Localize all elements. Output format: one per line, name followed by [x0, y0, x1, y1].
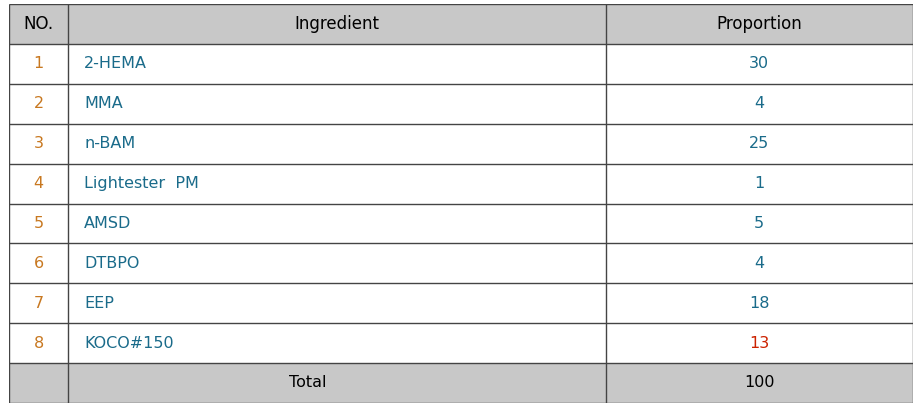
Text: EEP: EEP — [84, 296, 114, 311]
Bar — [9, 4, 913, 44]
Text: Total: Total — [289, 376, 326, 390]
Text: 6: 6 — [33, 256, 43, 271]
Bar — [9, 124, 913, 164]
Bar — [9, 84, 913, 124]
Text: 4: 4 — [754, 96, 764, 111]
Text: MMA: MMA — [84, 96, 123, 111]
Bar — [9, 44, 913, 84]
Text: 18: 18 — [749, 296, 770, 311]
Text: 2: 2 — [33, 96, 43, 111]
Bar — [9, 363, 913, 403]
Text: 1: 1 — [33, 57, 43, 71]
Text: 1: 1 — [754, 176, 764, 191]
Bar — [9, 243, 913, 283]
Bar — [9, 323, 913, 363]
Text: Proportion: Proportion — [716, 15, 802, 33]
Text: 8: 8 — [33, 336, 43, 350]
Text: 4: 4 — [33, 176, 43, 191]
Text: 3: 3 — [33, 136, 43, 151]
Text: 7: 7 — [33, 296, 43, 311]
Bar — [9, 204, 913, 243]
Text: 2-HEMA: 2-HEMA — [84, 57, 148, 71]
Text: KOCO#150: KOCO#150 — [84, 336, 174, 350]
Text: 30: 30 — [749, 57, 769, 71]
Bar — [9, 164, 913, 204]
Text: Lightester  PM: Lightester PM — [84, 176, 199, 191]
Text: NO.: NO. — [24, 15, 53, 33]
Bar — [9, 283, 913, 323]
Text: 100: 100 — [744, 376, 774, 390]
Text: 4: 4 — [754, 256, 764, 271]
Text: DTBPO: DTBPO — [84, 256, 139, 271]
Text: 5: 5 — [754, 216, 764, 231]
Text: 25: 25 — [749, 136, 769, 151]
Text: 5: 5 — [33, 216, 43, 231]
Text: 13: 13 — [749, 336, 769, 350]
Text: AMSD: AMSD — [84, 216, 132, 231]
Text: Ingredient: Ingredient — [294, 15, 379, 33]
Text: n-BAM: n-BAM — [84, 136, 136, 151]
